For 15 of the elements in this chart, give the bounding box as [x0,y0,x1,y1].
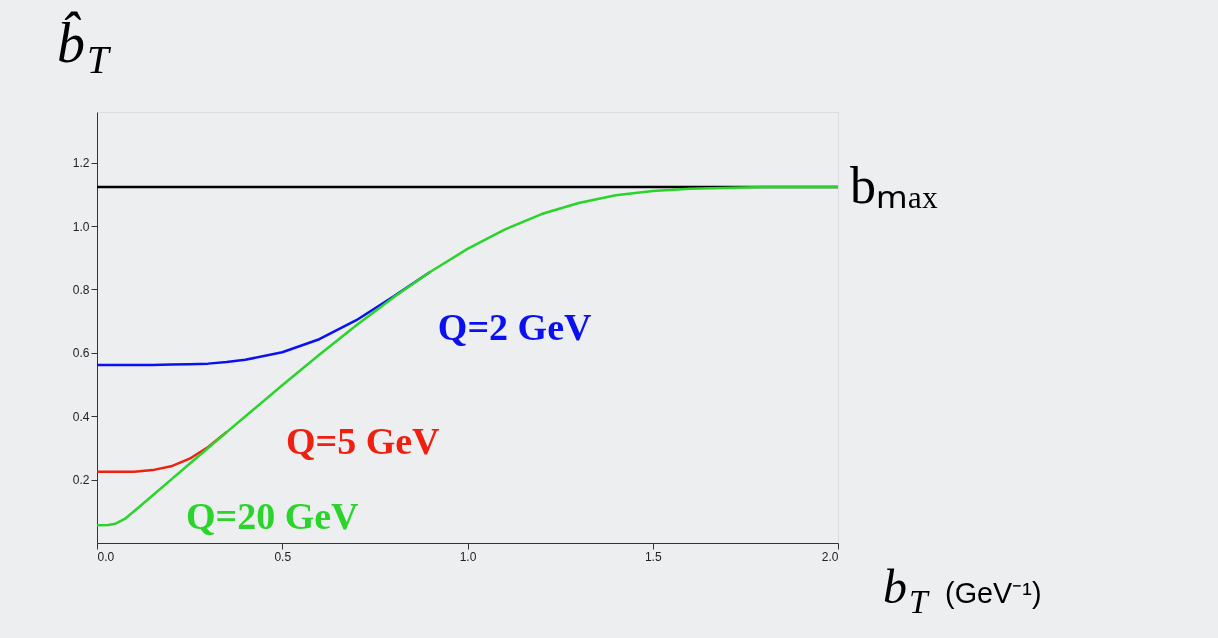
x-tick-label: 2.0 [821,549,839,564]
x-tick-label: 1.0 [459,549,477,564]
y-tick-label: 1.2 [72,156,90,171]
y-tick-label: 0.2 [72,473,90,488]
y-tick-label: 0.6 [72,346,90,361]
y-tick-label: 0.8 [72,282,90,297]
y-tick-label: 1.0 [72,219,90,234]
series-label: Q=2 GeV [437,306,592,349]
series-label: Q=20 GeV [185,494,360,537]
x-tick-label: 0.5 [274,549,292,564]
y-tick-label: 0.4 [72,409,90,424]
x-tick-label: 1.5 [644,549,662,564]
x-tick-label: 0.0 [97,549,115,564]
ref-line-label: bₘₐₓ [850,157,939,215]
series-label: Q=5 GeV [285,420,441,463]
